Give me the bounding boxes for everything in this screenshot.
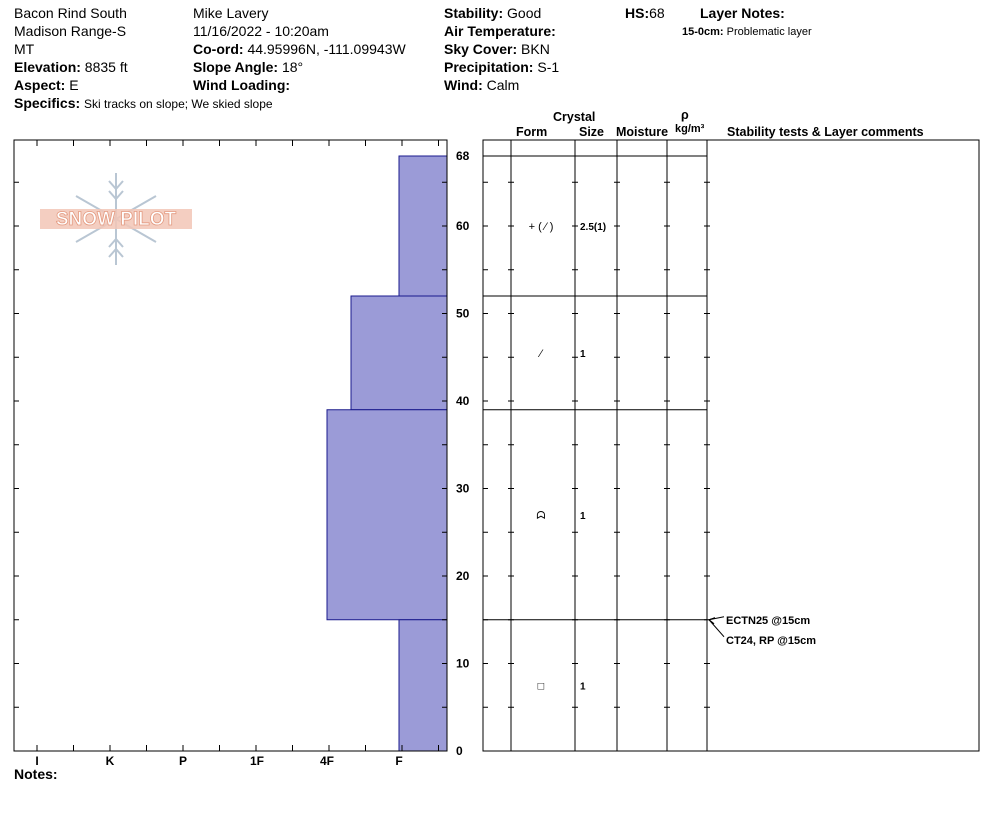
hardness-layer-bar xyxy=(398,619,448,752)
hardness-layer-bar xyxy=(398,155,448,297)
hardness-layer-bar xyxy=(350,295,448,411)
aspect-value: E xyxy=(69,77,79,93)
state: MT xyxy=(14,41,35,57)
wind-field: Wind: Calm xyxy=(444,77,519,93)
location-name: Bacon Rind South xyxy=(14,5,127,21)
observation-datetime: 11/16/2022 - 10:20am xyxy=(193,23,329,39)
stability-test-label: ECTN25 @15cm xyxy=(726,615,810,627)
height-tick-label: 68 xyxy=(456,149,470,163)
table-ticks xyxy=(483,181,710,752)
stability-test-label: CT24, RP @15cm xyxy=(726,635,816,647)
hardness-label: 1F xyxy=(250,754,264,768)
elevation-field: Elevation: 8835 ft xyxy=(14,59,128,75)
size-header: Size xyxy=(579,125,605,139)
density-rho-header: ρ xyxy=(681,108,689,122)
density-unit-header: kg/m³ xyxy=(675,123,705,135)
hardness-labels: I K P 1F 4F F xyxy=(35,754,402,768)
table-frame xyxy=(482,139,980,752)
hardness-label: I xyxy=(35,754,38,768)
arrowhead-icon xyxy=(707,617,716,625)
height-tick-label: 0 xyxy=(456,744,463,758)
air-temperature-field: Air Temperature: xyxy=(444,23,556,39)
height-tick-label: 60 xyxy=(456,219,470,233)
hardness-layers xyxy=(326,155,448,752)
faceted-icon: □ xyxy=(538,680,545,692)
decomposing-icon: ⁄ xyxy=(537,348,544,360)
specifics-field: Specifics: Ski tracks on slope; We skied… xyxy=(14,95,273,112)
elevation-value: 8835 ft xyxy=(84,59,128,75)
stability-tests: ECTN25 @15cm CT24, RP @15cm xyxy=(707,615,816,647)
notes-label: Notes: xyxy=(14,766,58,782)
form-header: Form xyxy=(516,125,548,139)
stability-test-arrow xyxy=(708,619,725,638)
snowpilot-logo: SNOW PILOT xyxy=(40,173,192,265)
aspect-field: Aspect: E xyxy=(14,77,79,93)
observer-name: Mike Lavery xyxy=(193,5,269,21)
stability-label: Stability: xyxy=(444,5,504,21)
height-axis: 0 10 20 30 40 50 60 68 xyxy=(14,149,470,758)
elevation-label: Elevation: xyxy=(14,59,81,75)
height-tick-label: 10 xyxy=(456,657,470,671)
logo-text: SNOW PILOT xyxy=(56,209,177,230)
hs-value: 68 xyxy=(649,5,665,21)
stability-field: Stability: Good xyxy=(444,5,541,21)
hardness-chart: I K P 1F 4F F xyxy=(13,139,448,768)
crystal-header: Crystal xyxy=(553,110,596,124)
layer-note: 15-0cm: Problematic layer xyxy=(682,24,812,40)
specifics-label: Specifics: xyxy=(14,95,81,111)
sky-cover-field: Sky Cover: BKN xyxy=(444,41,550,57)
hs-field: HS:68 xyxy=(625,5,665,21)
height-tick-label: 30 xyxy=(456,482,470,496)
hardness-label: 4F xyxy=(320,754,334,768)
moisture-header: Moisture xyxy=(616,125,669,139)
hardness-frame xyxy=(13,139,448,752)
coordinates-value: 44.95996N, -111.09943W xyxy=(247,41,406,57)
crystal-size: 1 xyxy=(580,511,586,522)
wind-loading-label: Wind Loading: xyxy=(193,77,291,93)
aspect-label: Aspect: xyxy=(14,77,66,93)
wind-value: Calm xyxy=(486,77,520,93)
wind-label: Wind: xyxy=(444,77,483,93)
crystal-cells: + ( ⁄ ) 2.5(1) ⁄ 1 ᗣ 1 □ 1 xyxy=(529,221,607,692)
hardness-ticks xyxy=(36,140,439,751)
wind-loading-field: Wind Loading: xyxy=(193,77,290,93)
crystal-size: 1 xyxy=(580,681,586,692)
precipitation-value: S-1 xyxy=(537,59,560,75)
sky-cover-value: BKN xyxy=(521,41,550,57)
stability-comments-header: Stability tests & Layer comments xyxy=(727,125,924,139)
depth-hoar-icon: ᗣ xyxy=(536,510,545,522)
slope-angle-label: Slope Angle: xyxy=(193,59,279,75)
crystal-size: 2.5(1) xyxy=(580,222,606,233)
precipitation-field: Precipitation: S-1 xyxy=(444,59,559,75)
height-tick-label: 20 xyxy=(456,569,470,583)
coordinates-label: Co-ord: xyxy=(193,41,244,57)
precipitation-label: Precipitation: xyxy=(444,59,534,75)
hs-label: HS: xyxy=(625,5,650,21)
hardness-label: K xyxy=(106,754,115,768)
hardness-label: F xyxy=(395,754,402,768)
sky-cover-label: Sky Cover: xyxy=(444,41,518,57)
mountain-range: Madison Range-S xyxy=(14,23,127,39)
precip-particles-icon: + ( ⁄ ) xyxy=(529,221,554,233)
layer-note-text: Problematic layer xyxy=(726,26,812,38)
coordinates-field: Co-ord: 44.95996N, -111.09943W xyxy=(193,41,406,57)
crystal-size: 1 xyxy=(580,349,586,360)
slope-angle-field: Slope Angle: 18° xyxy=(193,59,303,75)
hardness-label: P xyxy=(179,754,187,768)
layer-notes-label: Layer Notes: xyxy=(700,5,785,21)
layer-table: + ( ⁄ ) 2.5(1) ⁄ 1 ᗣ 1 □ 1 ECTN25 @15cm CT24, RP… xyxy=(482,139,980,752)
stability-value: Good xyxy=(507,5,542,21)
height-tick-label: 40 xyxy=(456,394,470,408)
air-temperature-label: Air Temperature: xyxy=(444,23,556,39)
hardness-layer-bar xyxy=(326,409,448,621)
specifics-value: Ski tracks on slope; We skied slope xyxy=(84,97,273,111)
layer-note-range: 15-0cm: xyxy=(682,26,724,38)
slope-angle-value: 18° xyxy=(281,59,304,75)
height-tick-label: 50 xyxy=(456,307,470,321)
